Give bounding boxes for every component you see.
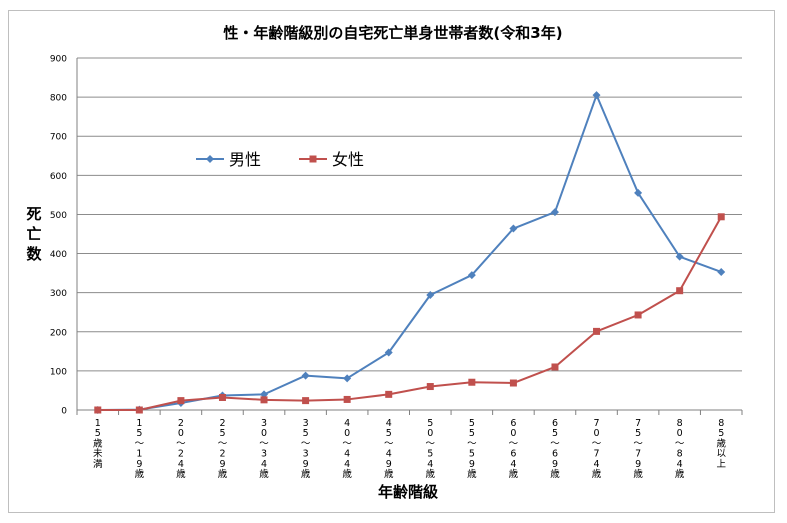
data-point (634, 188, 643, 197)
x-tick-label: 5 5 〜 5 9 歳 (467, 418, 477, 480)
x-tick-label: 3 5 〜 3 9 歳 (301, 418, 311, 480)
x-axis-label: 年齢階級 (378, 483, 438, 501)
x-tick-label: 6 5 〜 6 9 歳 (550, 418, 560, 480)
x-tick-label: 5 0 〜 5 4 歳 (426, 418, 436, 480)
x-tick-label: 1 5 〜 1 9 歳 (135, 418, 145, 480)
data-point (177, 397, 185, 405)
y-tick-label: 300 (50, 289, 67, 299)
y-tick-label: 400 (50, 250, 67, 260)
x-tick-label: 2 0 〜 2 4 歳 (176, 418, 186, 480)
chart-frame (8, 10, 775, 513)
data-point (135, 406, 143, 414)
legend-label: 男性 (229, 150, 261, 169)
data-point (426, 383, 434, 391)
data-point (551, 363, 559, 371)
y-tick-label: 0 (61, 407, 67, 417)
data-point (634, 311, 642, 319)
data-point (218, 393, 226, 401)
data-point (343, 374, 352, 383)
data-point (467, 271, 476, 280)
y-tick-label: 900 (50, 55, 67, 65)
x-tick-label: 1 5 歳未満 (93, 418, 103, 470)
x-tick-label: 8 5 歳以上 (716, 418, 726, 470)
data-point (343, 395, 351, 403)
x-tick-label: 7 5 〜 7 9 歳 (633, 418, 643, 480)
data-point (94, 406, 102, 414)
x-tick-label: 4 5 〜 4 9 歳 (384, 418, 394, 480)
chart-title: 性・年齢階級別の自宅死亡単身世帯者数(令和3年) (223, 24, 562, 42)
y-tick-label: 200 (50, 328, 67, 338)
data-point (301, 371, 310, 380)
data-point (550, 208, 559, 217)
data-point (309, 155, 317, 163)
legend-label: 女性 (332, 150, 364, 169)
series-line (97, 94, 722, 411)
data-point (717, 267, 726, 276)
y-tick-label: 500 (50, 211, 67, 221)
data-point (717, 213, 725, 221)
y-tick-label: 800 (50, 94, 67, 104)
data-point (468, 378, 476, 386)
data-point (385, 390, 393, 398)
x-tick-label: 3 0 〜 3 4 歳 (259, 418, 269, 480)
data-point (426, 291, 435, 300)
y-tick-label: 100 (50, 367, 67, 377)
x-tick-label: 6 0 〜 6 4 歳 (509, 418, 519, 480)
data-point (593, 327, 601, 335)
x-tick-label: 4 0 〜 4 4 歳 (342, 418, 352, 480)
data-point (302, 397, 310, 405)
data-point (509, 379, 517, 387)
y-axis-label: 死亡数 (26, 205, 42, 263)
data-point (592, 91, 601, 100)
x-tick-label: 2 5 〜 2 9 歳 (218, 418, 228, 480)
x-tick-label: 8 0 〜 8 4 歳 (675, 418, 685, 480)
x-tick-label: 7 0 〜 7 4 歳 (592, 418, 602, 480)
y-tick-label: 700 (50, 133, 67, 143)
data-point (260, 396, 268, 404)
data-point (675, 252, 684, 261)
data-point (384, 348, 393, 357)
y-tick-label: 600 (50, 172, 67, 182)
series-line (97, 216, 723, 411)
data-point (676, 287, 684, 295)
data-point (509, 224, 518, 233)
data-point (206, 155, 214, 163)
